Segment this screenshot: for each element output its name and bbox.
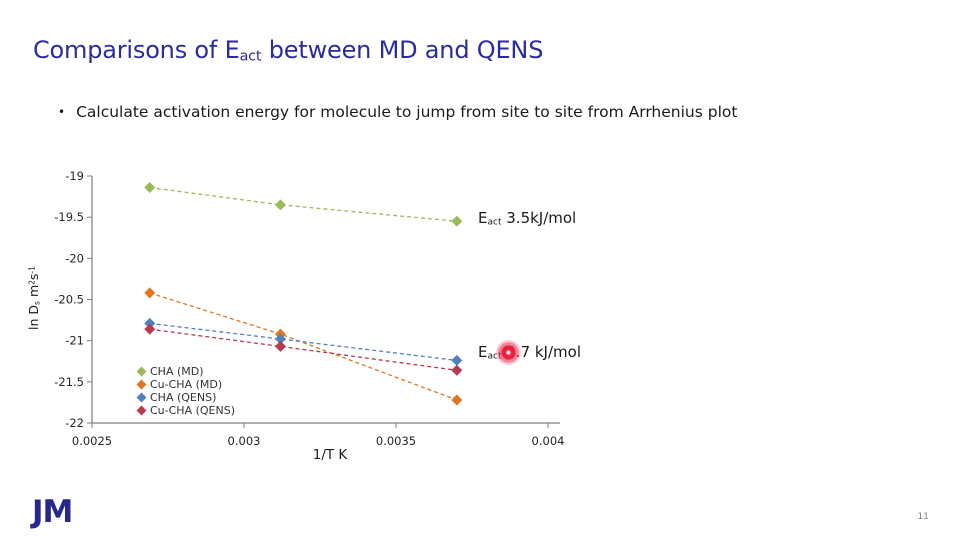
data-point-diamond bbox=[144, 182, 156, 194]
y-tick-label: -21 bbox=[65, 334, 84, 348]
data-point-diamond bbox=[274, 199, 286, 211]
jm-logo: JM bbox=[32, 494, 73, 530]
page-number: 11 bbox=[917, 512, 929, 522]
legend-item: CHA (QENS) bbox=[136, 391, 235, 404]
slide-title: Comparisons of Eact between MD and QENS bbox=[33, 36, 544, 65]
data-point-diamond bbox=[451, 364, 463, 376]
bullet-item: • Calculate activation energy for molecu… bbox=[58, 103, 928, 121]
legend-item: CHA (MD) bbox=[136, 365, 235, 378]
data-point-diamond bbox=[274, 333, 286, 345]
chart-legend: CHA (MD) Cu-CHA (MD) CHA (QENS) Cu-CHA (QEN… bbox=[136, 365, 235, 417]
eact-annotation: Eact 3.5kJ/mol bbox=[478, 209, 577, 228]
data-point-diamond bbox=[144, 323, 156, 335]
legend-label: CHA (MD) bbox=[150, 365, 204, 378]
legend-marker-icon bbox=[136, 379, 147, 390]
x-tick-label: 0.0025 bbox=[72, 434, 112, 448]
data-point-diamond bbox=[451, 394, 463, 406]
x-axis-title: 1/T K bbox=[312, 447, 348, 463]
y-tick-label: -22 bbox=[65, 416, 84, 430]
series-trendline bbox=[149, 322, 457, 362]
y-tick-label: -19.5 bbox=[54, 210, 84, 224]
y-tick-label: -20.5 bbox=[54, 293, 84, 307]
chart-plot-area: -19 -19.5 -20 -20.5 -21 -21.5 -22 0.0025 0.003 0.… bbox=[54, 169, 565, 448]
legend-marker-icon bbox=[136, 405, 147, 416]
legend-label: Cu-CHA (QENS) bbox=[150, 404, 235, 417]
series-trendline bbox=[149, 328, 457, 371]
y-tick-label: -20 bbox=[65, 251, 84, 265]
data-point-diamond bbox=[144, 287, 156, 299]
y-tick-label: -19 bbox=[65, 169, 84, 183]
data-point-diamond bbox=[274, 340, 286, 352]
y-axis-title: ln Ds m2s-1 bbox=[26, 266, 42, 330]
legend-item: Cu-CHA (QENS) bbox=[136, 404, 235, 417]
arrhenius-chart: -19 -19.5 -20 -20.5 -21 -21.5 -22 0.0025 0.003 0.… bbox=[20, 158, 630, 493]
data-point-diamond bbox=[451, 354, 463, 366]
legend-label: CHA (QENS) bbox=[150, 391, 217, 404]
x-tick-label: 0.003 bbox=[228, 434, 261, 448]
eact-annotation: Eact 9.7 kJ/mol bbox=[478, 343, 581, 362]
legend-item: Cu-CHA (MD) bbox=[136, 378, 235, 391]
data-point-diamond bbox=[451, 215, 463, 227]
bullet-text: Calculate activation energy for molecule… bbox=[76, 103, 738, 121]
y-tick-label: -21.5 bbox=[54, 375, 84, 389]
series-trendline bbox=[149, 292, 458, 401]
data-point-diamond bbox=[144, 317, 156, 329]
series-trendline bbox=[149, 186, 457, 222]
bullet-marker: • bbox=[58, 105, 66, 119]
legend-marker-icon bbox=[136, 392, 147, 403]
legend-label: Cu-CHA (MD) bbox=[150, 378, 223, 391]
x-tick-label: 0.0035 bbox=[376, 434, 416, 448]
legend-marker-icon bbox=[136, 366, 147, 377]
x-tick-label: 0.004 bbox=[532, 434, 565, 448]
